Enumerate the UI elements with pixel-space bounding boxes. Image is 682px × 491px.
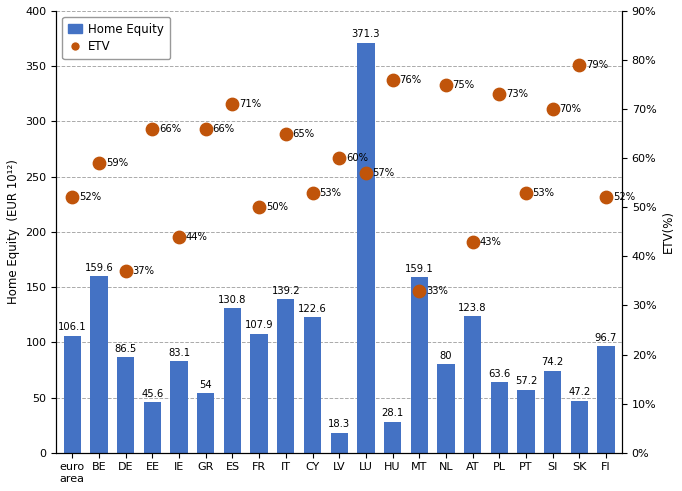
Bar — [490, 382, 508, 453]
Bar — [63, 335, 81, 453]
Text: 123.8: 123.8 — [458, 302, 487, 313]
Bar — [91, 276, 108, 453]
Bar — [597, 346, 614, 453]
Text: 79%: 79% — [586, 60, 608, 70]
Text: 66%: 66% — [213, 124, 235, 134]
Bar — [437, 364, 455, 453]
Text: 59%: 59% — [106, 158, 128, 168]
Text: 52%: 52% — [612, 192, 635, 202]
ETV — [147, 125, 158, 133]
ETV — [387, 76, 398, 83]
Bar — [224, 308, 241, 453]
Text: 80: 80 — [440, 351, 452, 361]
Text: 47.2: 47.2 — [568, 387, 591, 397]
ETV — [360, 169, 371, 177]
Text: 53%: 53% — [319, 188, 341, 197]
Bar — [517, 389, 535, 453]
ETV — [601, 193, 612, 201]
Text: 45.6: 45.6 — [141, 389, 164, 399]
Y-axis label: Home Equity  (EUR 10¹²): Home Equity (EUR 10¹²) — [7, 160, 20, 304]
Bar — [411, 277, 428, 453]
Y-axis label: ETV(%): ETV(%) — [662, 210, 675, 253]
Bar — [304, 317, 321, 453]
ETV — [227, 100, 238, 108]
Bar — [277, 299, 295, 453]
Text: 50%: 50% — [266, 202, 288, 212]
Bar — [464, 316, 481, 453]
ETV — [307, 189, 318, 196]
Text: 60%: 60% — [346, 153, 368, 163]
Bar — [357, 43, 374, 453]
ETV — [67, 193, 78, 201]
ETV — [547, 105, 558, 113]
Text: 75%: 75% — [453, 80, 475, 89]
Text: 33%: 33% — [426, 286, 448, 296]
ETV — [201, 125, 211, 133]
Text: 44%: 44% — [186, 232, 207, 242]
ETV — [494, 90, 505, 98]
ETV — [574, 61, 584, 69]
Text: 139.2: 139.2 — [271, 286, 300, 296]
Text: 63.6: 63.6 — [488, 369, 510, 379]
ETV — [441, 81, 451, 88]
Text: 43%: 43% — [479, 237, 501, 246]
Bar — [544, 371, 561, 453]
Text: 28.1: 28.1 — [381, 409, 404, 418]
ETV — [174, 233, 185, 241]
Text: 57%: 57% — [372, 168, 395, 178]
ETV — [93, 159, 104, 167]
ETV — [254, 203, 265, 211]
Bar — [250, 333, 268, 453]
Text: 159.1: 159.1 — [405, 264, 434, 273]
Text: 70%: 70% — [559, 104, 581, 114]
Text: 18.3: 18.3 — [328, 419, 351, 429]
Text: 371.3: 371.3 — [352, 29, 380, 39]
Text: 66%: 66% — [159, 124, 181, 134]
Text: 106.1: 106.1 — [58, 322, 87, 332]
Bar — [384, 422, 401, 453]
Bar — [331, 433, 348, 453]
Text: 76%: 76% — [399, 75, 421, 84]
Text: 57.2: 57.2 — [515, 376, 537, 386]
Text: 71%: 71% — [239, 99, 261, 109]
ETV — [520, 189, 531, 196]
Text: 53%: 53% — [533, 188, 554, 197]
Text: 86.5: 86.5 — [115, 344, 137, 354]
Text: 54: 54 — [199, 380, 212, 390]
Text: 37%: 37% — [132, 266, 154, 276]
Text: 107.9: 107.9 — [245, 320, 273, 330]
Bar — [197, 393, 214, 453]
Text: 74.2: 74.2 — [542, 357, 564, 367]
Text: 83.1: 83.1 — [168, 348, 190, 357]
Text: 96.7: 96.7 — [595, 332, 617, 343]
Text: 122.6: 122.6 — [298, 304, 327, 314]
ETV — [467, 238, 478, 246]
Legend: Home Equity, ETV: Home Equity, ETV — [62, 17, 170, 59]
Text: 52%: 52% — [79, 192, 101, 202]
Text: 130.8: 130.8 — [218, 295, 247, 305]
Text: 159.6: 159.6 — [85, 263, 113, 273]
Bar — [144, 402, 161, 453]
ETV — [333, 154, 344, 162]
Text: 73%: 73% — [506, 89, 528, 99]
Bar — [117, 357, 134, 453]
ETV — [414, 287, 425, 295]
Bar — [170, 361, 188, 453]
Text: 65%: 65% — [293, 129, 314, 138]
ETV — [280, 130, 291, 137]
Bar — [571, 401, 588, 453]
ETV — [120, 267, 131, 275]
